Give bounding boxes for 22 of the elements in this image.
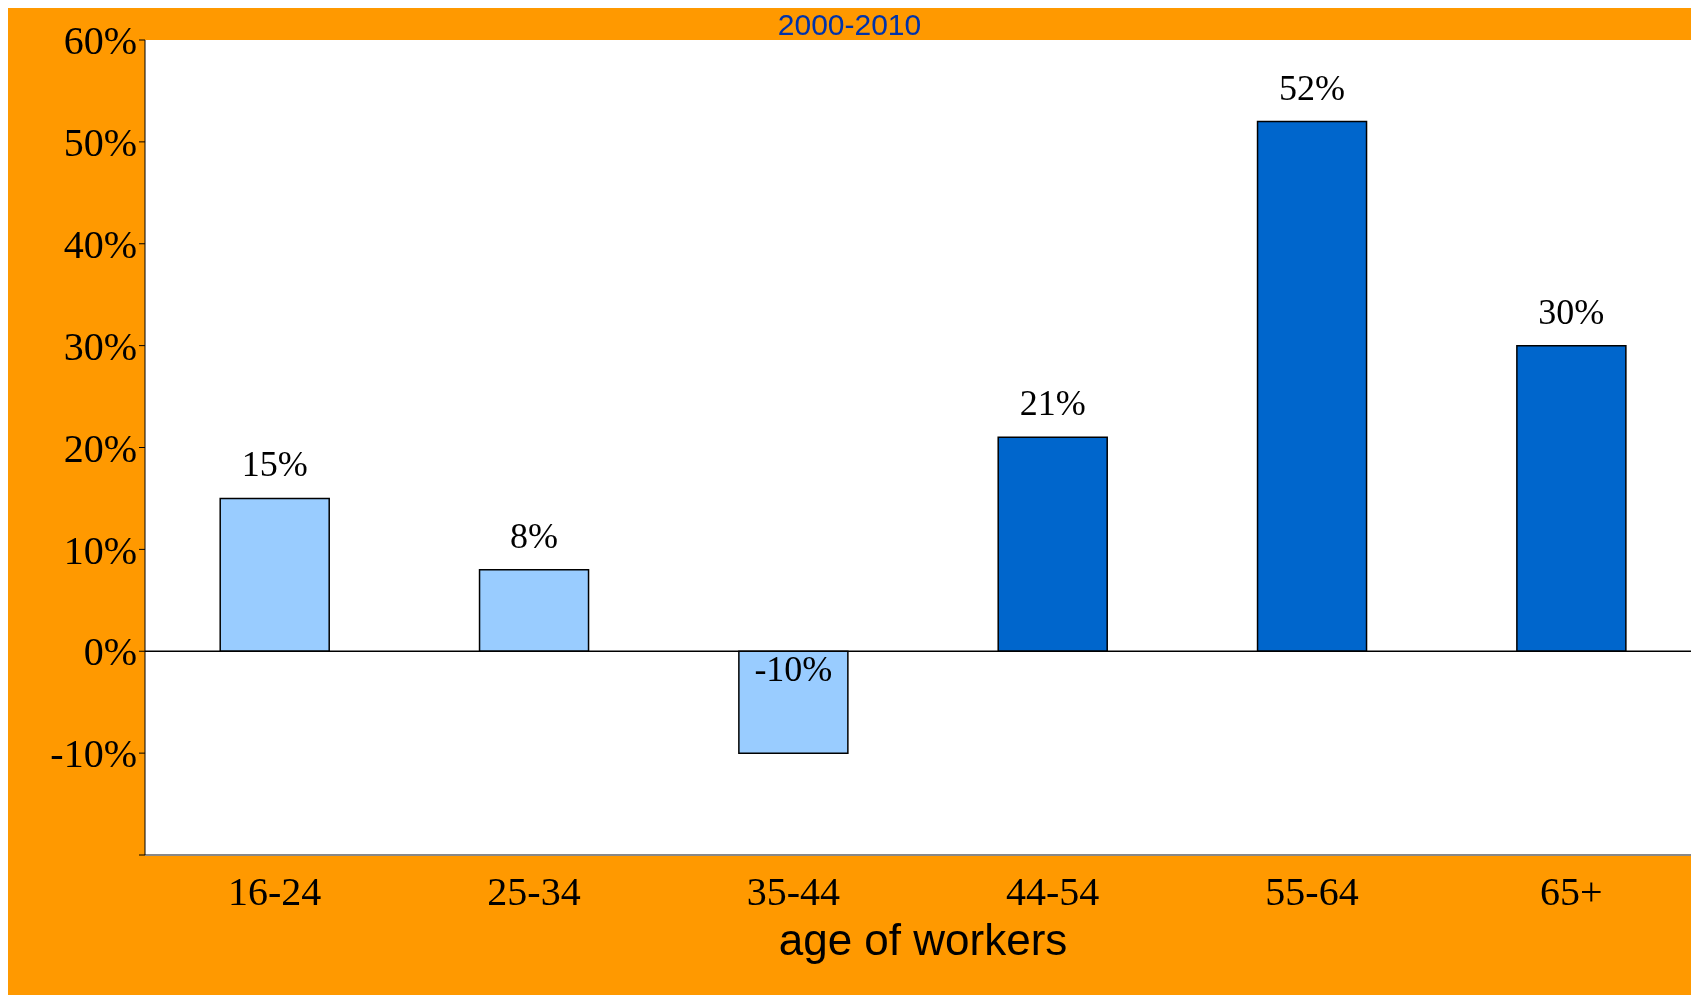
x-tick-label: 35-44 <box>746 869 840 915</box>
x-tick-label: 55-64 <box>1265 869 1359 915</box>
y-tick-label: -10% <box>50 731 137 777</box>
y-tick-label: 60% <box>63 18 137 64</box>
data-label: 21% <box>1019 383 1086 424</box>
y-tick-label: 30% <box>63 323 137 369</box>
y-tick-label: 0% <box>83 629 137 675</box>
x-tick-label: 44-54 <box>1006 869 1100 915</box>
data-label: 15% <box>241 444 308 485</box>
x-tick-label: 65+ <box>1540 869 1603 915</box>
x-tick-label: 16-24 <box>228 869 322 915</box>
x-axis-title: age of workers <box>778 915 1068 964</box>
y-tick-label: 10% <box>63 527 137 573</box>
data-label: 8% <box>510 515 559 556</box>
data-label: -10% <box>754 649 833 690</box>
y-tick-label: 20% <box>63 425 137 471</box>
chart-title: 2000-2010 <box>777 8 922 41</box>
x-tick-label: 25-34 <box>487 869 581 915</box>
data-label: 30% <box>1538 291 1605 332</box>
y-tick-label: 50% <box>63 120 137 166</box>
y-tick-label: 40% <box>63 221 137 267</box>
data-label: 52% <box>1279 67 1346 108</box>
